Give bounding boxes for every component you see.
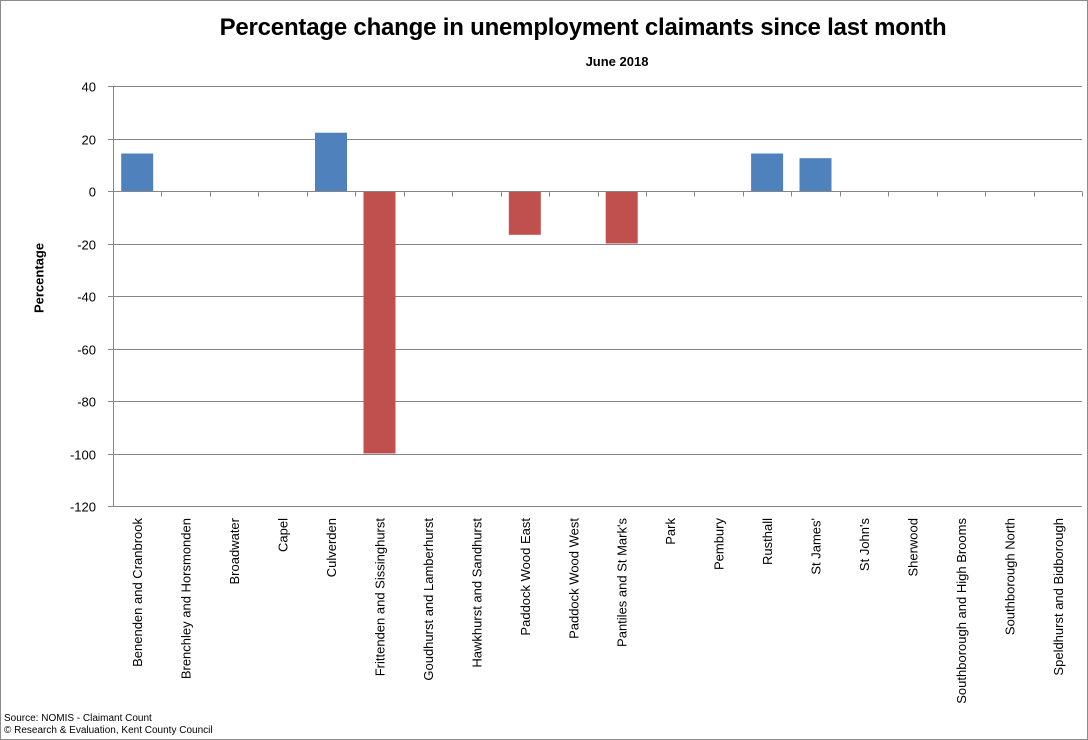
bar	[363, 191, 396, 454]
bar	[605, 191, 638, 244]
y-tick-label: -60	[77, 343, 96, 358]
y-tick-labels: 40 20 0 -20 -40 -60 -80 -100 -120	[70, 80, 96, 515]
y-tick-label: -80	[77, 395, 96, 410]
x-category-label: Park	[663, 518, 678, 545]
x-category-label: Pantiles and St Mark's	[615, 518, 630, 647]
x-category-label: Benenden and Cranbrook	[130, 518, 145, 667]
source-note: Source: NOMIS - Claimant Count	[4, 713, 152, 724]
x-category-label: Sherwood	[905, 518, 920, 577]
x-category-label: Southborough North	[1002, 518, 1017, 635]
x-category-label: Hawkhurst and Sandhurst	[469, 518, 484, 668]
x-category-label: Capel	[276, 518, 291, 552]
x-category-label: Culverden	[324, 518, 339, 577]
y-tick-label: 0	[89, 185, 96, 200]
chart-title: Percentage change in unemployment claima…	[219, 14, 947, 41]
x-category-label: Rusthall	[760, 518, 775, 565]
x-category-label: Speldhurst and Bidborough	[1051, 518, 1066, 676]
bar	[751, 153, 784, 191]
bar	[121, 153, 154, 191]
x-tick-labels: Benenden and Cranbrook Brenchley and Hors…	[130, 517, 1066, 703]
chart-footer: Source: NOMIS - Claimant Count © Researc…	[4, 713, 213, 737]
x-category-label: Paddock Wood East	[518, 518, 533, 636]
y-tick-label: -40	[77, 290, 96, 305]
x-category-label: Broadwater	[227, 517, 242, 584]
x-category-label: Paddock Wood West	[566, 518, 581, 639]
x-category-label: St James'	[809, 518, 824, 575]
bar	[799, 158, 832, 191]
x-category-label: Brenchley and Horsmonden	[179, 518, 194, 679]
x-category-label: Pembury	[712, 518, 727, 571]
y-tick-label: -20	[77, 238, 96, 253]
bar	[315, 132, 347, 191]
x-category-label: Goudhurst and Lamberhurst	[421, 518, 436, 681]
bar	[508, 191, 541, 235]
gridlines	[113, 86, 1082, 507]
axes	[108, 86, 1083, 507]
bars	[121, 132, 832, 454]
chart-subtitle: June 2018	[585, 54, 649, 69]
x-category-label: Frittenden and Sissinghurst	[373, 518, 388, 677]
x-category-label: St John's	[857, 518, 872, 572]
copyright-note: © Research & Evaluation, Kent County Cou…	[4, 725, 213, 736]
y-tick-label: 20	[82, 133, 96, 148]
y-tick-label: -100	[70, 448, 96, 463]
x-category-label: Southborough and High Brooms	[954, 518, 969, 704]
y-tick-label: -120	[70, 500, 96, 515]
y-tick-label: 40	[82, 80, 96, 95]
